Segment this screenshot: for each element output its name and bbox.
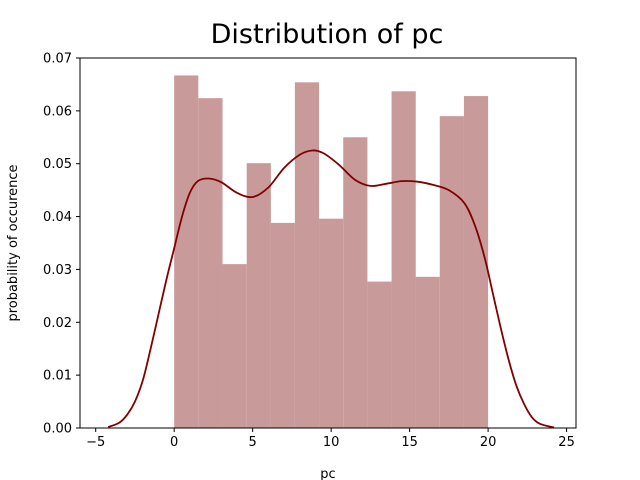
histogram-bar [463, 96, 489, 429]
kde-line [107, 149, 555, 429]
histogram-bar [294, 82, 320, 429]
x-tick-label: 10 [323, 435, 340, 450]
y-tick-label: 0.03 [43, 263, 72, 278]
y-tick-label: 0.05 [43, 157, 72, 172]
histogram-bar [415, 276, 440, 428]
x-tick-label: 0 [170, 435, 178, 450]
y-tick-label: 0.02 [43, 316, 72, 331]
x-axis-label: pc [320, 467, 335, 480]
histogram-bar [198, 98, 223, 429]
histogram-bar [222, 264, 247, 428]
x-axis: −5 0 5 10 15 20 25 [86, 428, 575, 450]
histogram-bar [270, 222, 295, 428]
histogram-bar [391, 91, 416, 429]
plot-frame [79, 57, 577, 429]
y-tick-label: 0.00 [43, 422, 72, 437]
histogram-bar [246, 163, 271, 428]
histogram-bar [319, 218, 344, 428]
y-tick-label: 0.04 [43, 210, 72, 225]
y-axis: 0.00 0.01 0.02 0.03 0.04 0.05 0.06 0.07 [43, 52, 80, 437]
x-tick-label: 15 [401, 435, 418, 450]
histogram-bar [367, 281, 392, 428]
y-tick-label: 0.06 [43, 104, 72, 119]
chart-title: Distribution of pc [211, 19, 444, 50]
y-tick-label: 0.01 [43, 369, 72, 384]
x-tick-label: 20 [480, 435, 497, 450]
plot-area [107, 75, 555, 429]
y-axis-label: probability of occurence [6, 164, 21, 321]
histogram-bar [174, 75, 199, 428]
x-tick-label: 5 [249, 435, 257, 450]
histogram-bar [439, 116, 464, 429]
histogram-bar [343, 137, 368, 429]
y-tick-label: 0.07 [43, 52, 72, 67]
x-tick-label: −5 [86, 435, 105, 450]
x-tick-label: 25 [558, 435, 575, 450]
